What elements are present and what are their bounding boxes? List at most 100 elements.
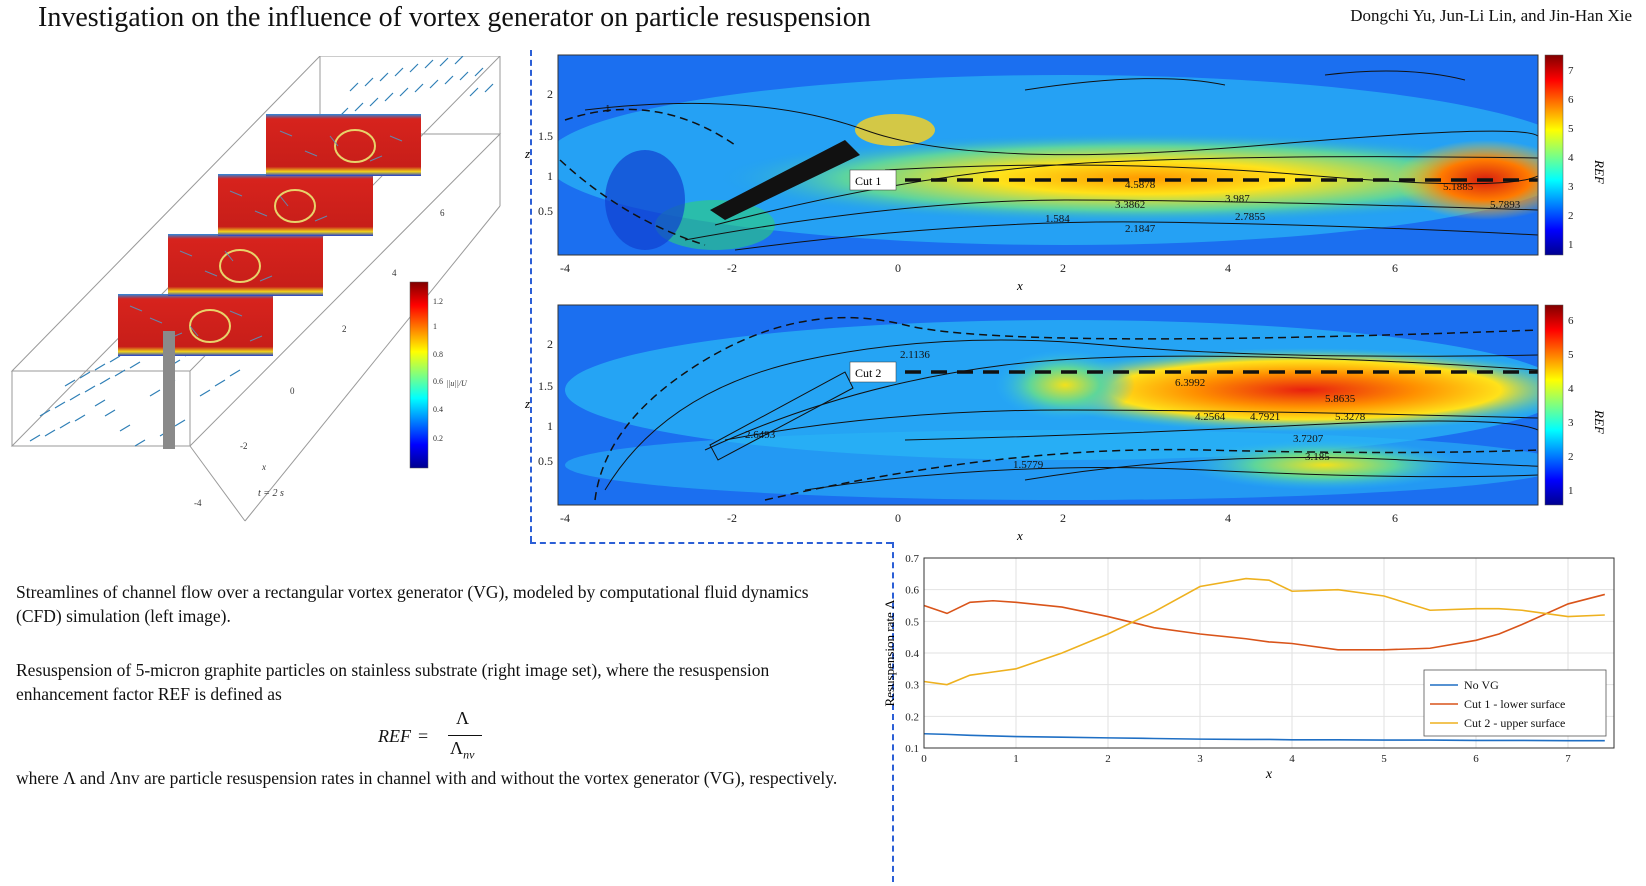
vortex-generator-plate (163, 331, 175, 449)
contour-label: 3.987 (1225, 193, 1250, 205)
svg-text:6: 6 (1392, 511, 1398, 525)
velocity-slices (118, 114, 421, 356)
chart-legend: No VG Cut 1 - lower surface Cut 2 - upper … (1423, 669, 1607, 737)
contour-label: 1.584 (1045, 213, 1070, 225)
x-tick-label: 5 (1381, 753, 1387, 765)
colorbar-label: REF (1592, 159, 1607, 185)
y-tick-label: 0.6 (905, 585, 919, 597)
colorbar (1544, 54, 1564, 256)
svg-text:2: 2 (1568, 451, 1574, 463)
contour-label: 4.2564 (1195, 411, 1226, 423)
svg-text:0.5: 0.5 (538, 454, 553, 468)
contour-label: 3.185 (1305, 451, 1330, 463)
svg-text:1: 1 (1568, 485, 1574, 497)
y-axis-label: z (524, 396, 530, 411)
svg-text:-2: -2 (727, 261, 737, 275)
y-tick-label: 0.5 (905, 616, 919, 628)
colorbar-tick: 1 (433, 322, 437, 331)
legend-box (1423, 669, 1607, 737)
series-line (923, 593, 1605, 651)
svg-text:0: 0 (895, 511, 901, 525)
colorbar (1544, 304, 1564, 506)
contour-label: 2.1847 (1125, 223, 1156, 235)
svg-text:6: 6 (1568, 94, 1574, 106)
caption-resuspension: Resuspension of 5-micron graphite partic… (16, 660, 770, 704)
svg-text:2: 2 (1568, 210, 1574, 222)
svg-text:3: 3 (1568, 417, 1574, 429)
formula-lhs: REF (378, 726, 411, 746)
svg-text:1.5: 1.5 (538, 379, 553, 393)
x-axis-label: x (1016, 528, 1023, 543)
contour-label: 5.1885 (1443, 181, 1474, 193)
colorbar-tick: 0.8 (433, 350, 443, 359)
authors: Dongchi Yu, Jun-Li Lin, and Jin-Han Xie (1350, 6, 1632, 25)
y-tick-label: 0.2 (905, 711, 919, 723)
contour-label: 2.6493 (745, 429, 776, 441)
contour-label: 2.7855 (1235, 211, 1266, 223)
contour-label: 1.5779 (1013, 459, 1044, 471)
contour-label: 5.3278 (1335, 411, 1366, 423)
cut2-label: Cut 2 (855, 366, 881, 380)
svg-text:-2: -2 (727, 511, 737, 525)
formula-denominator: Λnv (450, 738, 475, 762)
svg-text:-4: -4 (560, 511, 570, 525)
formula-numerator: Λ (456, 708, 470, 728)
divider-vertical (530, 50, 532, 542)
axis-tick: 2 (342, 324, 347, 334)
svg-text:3: 3 (1568, 181, 1574, 193)
svg-text:2: 2 (547, 87, 553, 101)
svg-text:2: 2 (1060, 511, 1066, 525)
contour-label: 6.3992 (1175, 377, 1205, 389)
x-axis-label: x (1265, 767, 1273, 782)
y-tick-label: 0.4 (905, 648, 919, 660)
x-axis-label: x (1016, 278, 1023, 293)
contour-plot-cut1: Cut 1 1.584 2.1847 2.7855 3.3862 3.987 4… (524, 54, 1607, 293)
svg-text:1: 1 (547, 169, 553, 183)
svg-text:0.5: 0.5 (538, 204, 553, 218)
x-tick-label: 6 (1473, 753, 1479, 765)
divider-vertical-lower (892, 542, 894, 882)
svg-text:5: 5 (1568, 349, 1574, 361)
colorbar-tick: 0.6 (433, 377, 443, 386)
contour-label: 3.7207 (1293, 433, 1324, 445)
colorbar-label: ||u||/U (446, 379, 468, 388)
svg-text:4: 4 (1225, 261, 1231, 275)
caption-definition: where Λ and Λnv are particle resuspensio… (16, 768, 838, 788)
contour-label: 5.8635 (1325, 393, 1356, 405)
contour-plot-cut2: Cut 2 1.5779 2.1136 2.6493 3.185 3.7207 … (524, 304, 1607, 543)
contour-label: 2.1136 (900, 349, 930, 361)
contour-label: 1 (605, 103, 611, 115)
contour-label: 5.7893 (1490, 199, 1521, 211)
x-tick-label: 3 (1197, 753, 1203, 765)
svg-text:-4: -4 (560, 261, 570, 275)
contour-label: 3.3862 (1115, 199, 1145, 211)
time-label: t = 2 s (258, 488, 284, 499)
y-tick-label: 0.1 (905, 743, 919, 755)
colorbar-tick: 0.4 (433, 405, 443, 414)
y-tick-label: 0.3 (905, 680, 919, 692)
plot-frame (923, 557, 1615, 749)
divider-horizontal (530, 542, 892, 544)
axis-tick: 4 (392, 268, 397, 278)
axis-tick: 0 (290, 386, 295, 396)
svg-text:6: 6 (1568, 315, 1574, 327)
formula-equals: = (418, 726, 429, 746)
svg-text:4: 4 (1568, 383, 1574, 395)
fraction-bar (448, 735, 482, 736)
colorbar-tick: 0.2 (433, 434, 443, 443)
legend-label: Cut 2 - upper surface (1464, 716, 1565, 730)
legend-label: No VG (1464, 678, 1499, 692)
svg-text:5: 5 (1568, 123, 1574, 135)
series-line (923, 732, 1605, 742)
caption-streamlines: Streamlines of channel flow over a recta… (16, 582, 809, 626)
svg-text:4: 4 (1225, 511, 1231, 525)
svg-text:4: 4 (1568, 152, 1574, 164)
contour-label: 4.5878 (1125, 179, 1156, 191)
axis-label: x (261, 462, 266, 472)
svg-text:7: 7 (1568, 65, 1574, 77)
cut1-label: Cut 1 (855, 174, 881, 188)
colorbar-tick: 1.2 (433, 297, 443, 306)
resuspension-line-chart: 0 1 2 3 4 5 6 7 0.1 0.2 0.3 0.4 0.5 0.6 0.7 x Resuspen… (882, 553, 1615, 782)
colorbar (409, 281, 429, 469)
x-ticks: -4 -2 0 2 4 6 (560, 511, 1398, 525)
